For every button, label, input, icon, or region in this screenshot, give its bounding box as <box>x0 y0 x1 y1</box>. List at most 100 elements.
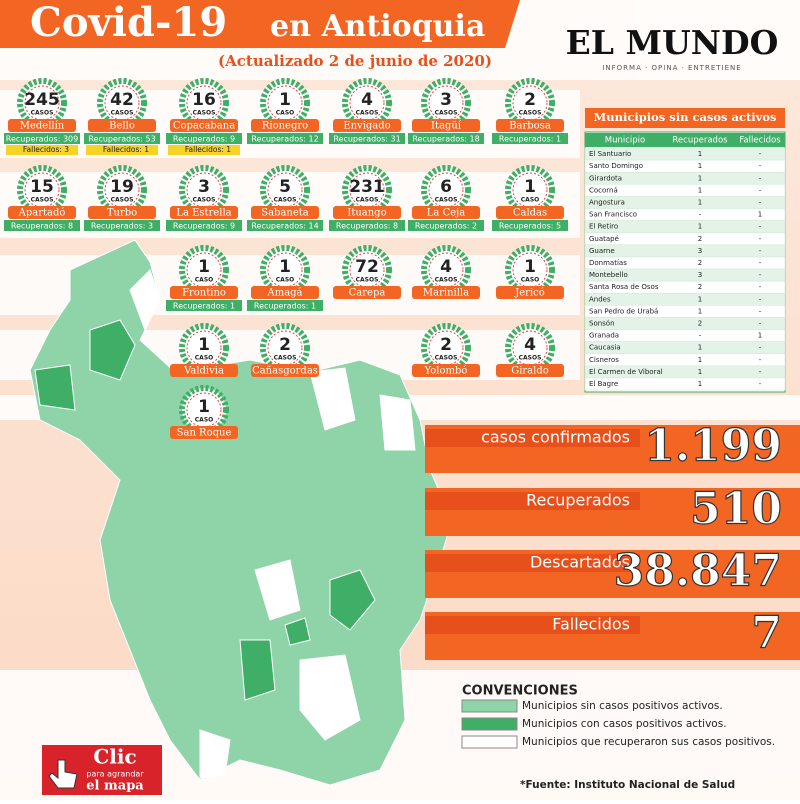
municipality-name: Jericó <box>514 288 545 299</box>
municipality-name: Itagüí <box>431 121 462 132</box>
table-cell: 3 <box>698 271 702 279</box>
municipality-name: La Estrella <box>176 208 231 219</box>
hand-icon[interactable] <box>48 759 78 789</box>
total-label-bg <box>425 554 640 572</box>
municipality-name: Bello <box>109 121 135 132</box>
table-cell: - <box>759 186 762 194</box>
badge-count: 4 <box>524 335 536 355</box>
recovered-tag <box>408 133 484 144</box>
table-cell: Santo Domingo <box>589 162 643 170</box>
table-cell: - <box>759 174 762 182</box>
badge-unit: CASO <box>276 110 294 117</box>
recovered: Recuperados: 18 <box>412 135 479 144</box>
table-cell: Sonsón <box>589 319 615 327</box>
recovered: Recuperados: 12 <box>251 135 318 144</box>
recovered-tag <box>84 220 160 231</box>
table-cell: 1 <box>758 211 762 219</box>
name-tag <box>496 119 564 132</box>
total-value: 510 <box>690 484 782 535</box>
badge-ring-inner <box>349 252 385 288</box>
recovered-tag <box>408 220 484 231</box>
total-label-bg <box>425 429 640 447</box>
badge-ring-inner <box>349 172 385 208</box>
table-cell: - <box>759 344 762 352</box>
badge-unit: CASO <box>195 355 213 362</box>
badge-unit: CASOS <box>356 277 379 284</box>
table-cell: Angostura <box>589 198 625 206</box>
table-cell: Guatapé <box>589 235 619 243</box>
recovered-tag <box>166 220 242 231</box>
municipality-name: Envigado <box>343 121 390 132</box>
badge-ring-inner <box>428 85 464 121</box>
badge-ring-inner <box>186 392 222 428</box>
recovered: Recuperados: 53 <box>88 135 155 144</box>
button-line2[interactable]: el mapa <box>86 779 144 794</box>
name-tag <box>170 364 238 377</box>
title: Covid-19 <box>30 0 227 46</box>
badge-ring-inner <box>349 85 385 121</box>
table-cell: Andes <box>589 295 611 303</box>
badge-count: 1 <box>279 257 291 277</box>
badge-ring-inner <box>24 172 60 208</box>
table-header: Municipio <box>605 136 645 146</box>
map-button[interactable] <box>42 745 162 795</box>
name-tag <box>170 119 238 132</box>
badge-unit: CASOS <box>435 277 458 284</box>
table-header: Recuperados <box>672 136 728 146</box>
table-cell: Donmatías <box>589 259 627 267</box>
municipality-name: Yolombó <box>424 366 468 377</box>
badge-count: 4 <box>361 90 373 110</box>
badge-unit: CASOS <box>111 110 134 117</box>
badge-unit: CASO <box>521 197 539 204</box>
recovered-tag <box>247 133 323 144</box>
name-tag <box>412 364 480 377</box>
name-tag <box>251 119 319 132</box>
legend-item: Municipios sin casos positivos activos. <box>522 700 723 712</box>
subtitle: (Actualizado 2 de junio de 2020) <box>218 52 492 70</box>
table-cell: - <box>759 247 762 255</box>
badge-count: 2 <box>524 90 536 110</box>
total-label: Fallecidos <box>552 615 630 634</box>
name-tag <box>88 206 156 219</box>
badge-unit: CASOS <box>435 355 458 362</box>
badge-ring-inner <box>24 85 60 121</box>
total-label-bg <box>425 616 640 634</box>
badge-count: 4 <box>440 257 452 277</box>
badge-unit: CASO <box>195 417 213 424</box>
table-cell: Guarne <box>589 247 615 255</box>
badge-count: 1 <box>279 90 291 110</box>
badge-unit: CASOS <box>193 110 216 117</box>
total-value: 7 <box>751 608 782 659</box>
badge-unit: CASOS <box>31 110 54 117</box>
table-cell: 2 <box>698 235 702 243</box>
badge-count: 5 <box>279 177 291 197</box>
button-line1[interactable]: para agrandar <box>86 770 144 779</box>
badge-unit: CASOS <box>274 355 297 362</box>
table-cell: - <box>759 368 762 376</box>
name-tag <box>8 119 76 132</box>
table-cell: 1 <box>698 380 702 388</box>
table-cell: - <box>759 271 762 279</box>
legend-swatches <box>461 699 518 749</box>
recovered: Recuperados: 5 <box>499 222 561 231</box>
button-main[interactable]: Clic <box>93 745 136 769</box>
municipality-name: Rionegro <box>262 121 308 132</box>
badge-unit: CASO <box>276 277 294 284</box>
municipality-name: Amagá <box>266 288 302 299</box>
total-value: 1.199 <box>644 421 782 472</box>
deaths-tag <box>86 145 158 155</box>
table-cell: - <box>699 211 702 219</box>
name-tag <box>333 286 401 299</box>
badge-ring-inner <box>104 172 140 208</box>
recovered-tag <box>329 133 405 144</box>
badge-ring-inner <box>428 172 464 208</box>
badge-unit: CASOS <box>193 197 216 204</box>
logo: EL MUNDO <box>566 23 779 62</box>
table-cell: 1 <box>698 368 702 376</box>
map <box>29 239 453 786</box>
badge-count: 6 <box>440 177 452 197</box>
badge-ring-inner <box>186 252 222 288</box>
deaths: Fallecidos: 3 <box>23 145 69 154</box>
table-cell: 1 <box>698 223 702 231</box>
recovered-tag <box>492 220 568 231</box>
